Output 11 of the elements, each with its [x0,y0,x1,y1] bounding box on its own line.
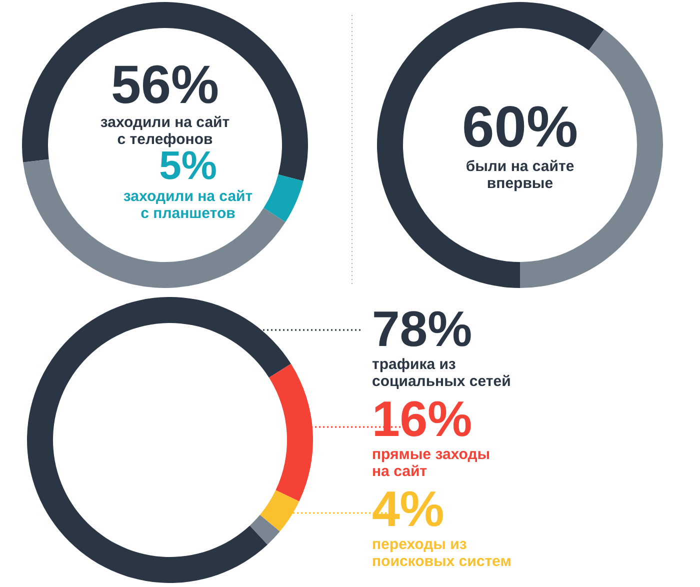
slice-label: заходили на сайт с планшетов [123,188,253,222]
slice-label: переходы из поисковых систем [372,536,512,570]
data-label: 60% [462,94,578,160]
slice-label: прямые заходы на сайт [372,446,490,480]
data-label: 4% [372,481,444,537]
data-label: 78% [372,301,472,357]
slice-label: трафика из социальных сетей [372,356,511,390]
data-label: 56% [110,55,220,115]
slice-label: заходили на сайт с телефонов [100,114,230,148]
slice-label: были на сайте впервые [466,158,574,192]
data-label: 16% [372,391,472,447]
